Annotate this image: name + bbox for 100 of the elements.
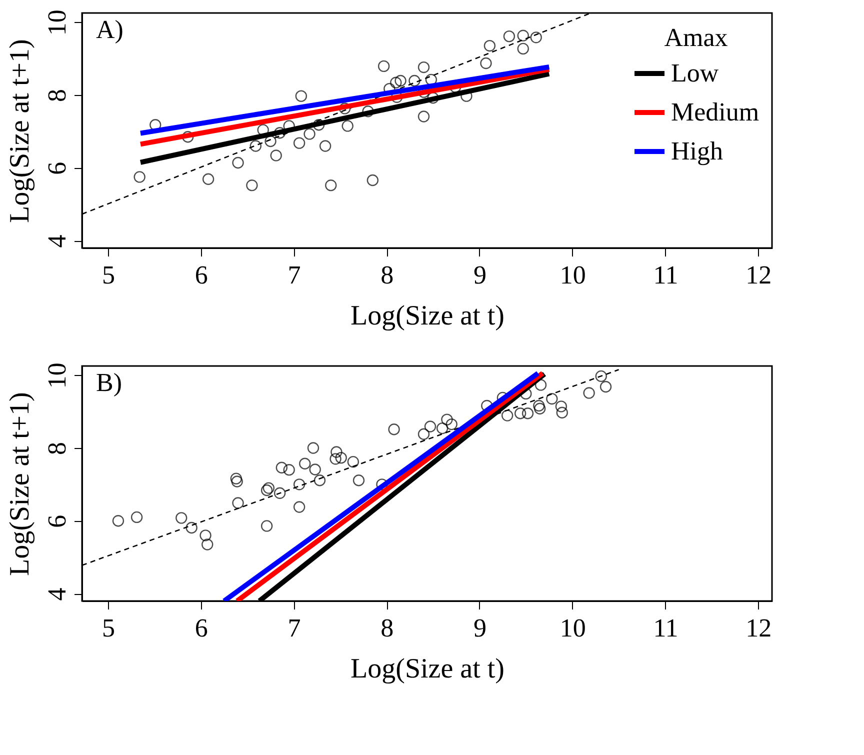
point — [501, 410, 514, 422]
point — [260, 484, 273, 496]
point — [503, 30, 516, 42]
point — [299, 458, 311, 470]
point — [274, 127, 286, 139]
point — [130, 511, 143, 524]
point — [347, 456, 360, 468]
point — [480, 57, 492, 70]
point — [262, 482, 275, 494]
y-axis-title: Log(Size at t+1) — [4, 392, 36, 576]
point — [231, 476, 243, 488]
y-tick-label: 8 — [42, 88, 72, 102]
annotation: A) — [96, 15, 124, 44]
point — [546, 392, 558, 405]
point — [293, 478, 306, 490]
point — [260, 520, 273, 532]
point — [441, 414, 453, 426]
legend-label: Medium — [671, 98, 760, 126]
point — [484, 40, 496, 52]
point — [325, 180, 337, 192]
y-tick-label: 4 — [42, 588, 72, 601]
y-tick-label: 6 — [42, 514, 72, 528]
annotation: B) — [96, 368, 122, 397]
x-tick-label: 8 — [380, 260, 394, 290]
x-axis-title: Log(Size at t) — [350, 300, 504, 332]
legend-label: Low — [671, 58, 719, 88]
point — [250, 140, 262, 152]
point — [264, 135, 276, 148]
point — [418, 61, 430, 74]
point — [295, 90, 308, 102]
y-tick-label: 8 — [42, 442, 72, 455]
point — [307, 442, 320, 454]
point — [309, 464, 321, 476]
y-tick-label: 10 — [42, 10, 72, 36]
point — [600, 380, 612, 393]
point — [522, 408, 534, 420]
x-axis-title: Log(Size at t) — [350, 654, 504, 684]
point — [388, 424, 400, 436]
x-tick-label: 11 — [653, 260, 678, 290]
point — [517, 42, 529, 55]
point — [352, 474, 365, 486]
x-tick-label: 6 — [194, 260, 208, 290]
x-tick-label: 8 — [380, 614, 394, 642]
point — [556, 406, 568, 418]
point — [555, 400, 568, 412]
x-tick-label: 6 — [194, 614, 208, 642]
point — [530, 32, 542, 44]
point — [436, 422, 448, 434]
y-tick-label: 4 — [42, 234, 72, 248]
legend-label: High — [671, 136, 723, 166]
x-tick-label: 9 — [473, 260, 486, 290]
point — [330, 446, 342, 458]
point — [112, 515, 124, 527]
point — [446, 418, 458, 430]
x-tick-label: 5 — [102, 260, 116, 290]
point — [342, 120, 354, 132]
point — [330, 453, 342, 465]
point — [283, 464, 295, 476]
point — [200, 530, 212, 542]
point — [304, 128, 316, 140]
x-tick-label: 5 — [102, 614, 116, 642]
point — [232, 156, 244, 169]
point — [534, 402, 546, 414]
point — [293, 501, 306, 513]
x-tick-label: 7 — [288, 260, 301, 290]
x-tick-label: 7 — [288, 614, 301, 642]
point — [270, 150, 282, 162]
point — [230, 472, 242, 484]
legend-title: Amax — [664, 23, 728, 52]
y-axis-title: Log(Size at t+1) — [4, 39, 36, 223]
point — [186, 522, 198, 534]
point — [335, 452, 347, 464]
point — [583, 387, 595, 399]
point — [418, 428, 430, 440]
point — [257, 124, 269, 136]
point — [319, 140, 332, 152]
point — [274, 487, 286, 499]
point — [293, 137, 306, 149]
point — [394, 74, 406, 87]
point — [362, 106, 374, 118]
point — [595, 370, 607, 382]
point — [517, 30, 529, 42]
x-tick-label: 9 — [473, 614, 486, 642]
point — [533, 400, 545, 412]
point — [366, 174, 379, 186]
point — [134, 171, 146, 183]
point — [424, 420, 436, 432]
point — [276, 462, 288, 474]
point — [425, 74, 438, 86]
x-tick-label: 12 — [746, 260, 772, 290]
x-tick-label: 11 — [653, 614, 678, 642]
x-tick-label: 10 — [560, 614, 586, 642]
point — [378, 60, 390, 72]
point — [176, 512, 188, 524]
point — [202, 173, 214, 185]
point — [314, 474, 326, 486]
point — [390, 76, 402, 88]
point — [408, 74, 420, 87]
point — [427, 92, 439, 104]
point — [246, 180, 258, 192]
